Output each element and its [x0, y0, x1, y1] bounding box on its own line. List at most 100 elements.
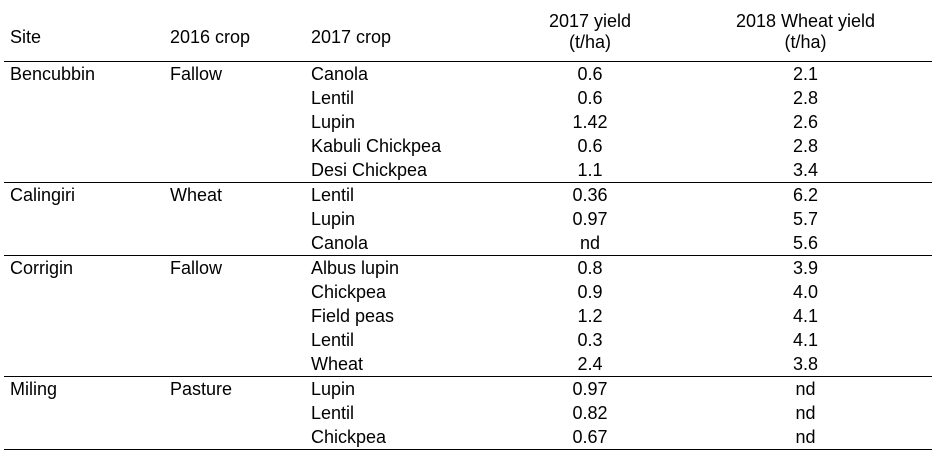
yield-2017-cell: nd: [579, 233, 601, 253]
site-cell: Miling: [10, 379, 58, 399]
table-row: Miling Pasture Lupin 0.97 nd: [4, 377, 932, 402]
yield-2017-cell: 0.97: [572, 379, 608, 399]
yield-2017-cell: 2.4: [577, 354, 603, 374]
yield-2018-cell: nd: [795, 379, 816, 399]
yield-2017-cell: 0.82: [572, 403, 608, 423]
crop-2017-cell: Kabuli Chickpea: [311, 136, 442, 156]
site-cell: [4, 280, 164, 304]
table-header: Site 2016 crop 2017 crop 2017 yield (t/h…: [4, 3, 932, 62]
header-2018-wheat-yield: 2018 Wheat yield (t/ha): [679, 3, 932, 62]
yield-2018-cell: 3.8: [792, 354, 819, 374]
site-group: Bencubbin Fallow Canola 0.6 2.1 Lentil 0.6 2.8 L…: [4, 62, 932, 183]
crop-2017-cell: Field peas: [311, 306, 395, 326]
crop-2017-cell: Canola: [311, 64, 369, 84]
yield-2018-cell: 3.9: [792, 258, 819, 278]
table-row: Field peas 1.2 4.1: [4, 304, 932, 328]
site-cell: [4, 401, 164, 425]
site-cell: Calingiri: [10, 185, 76, 205]
table-row: Chickpea 0.67 nd: [4, 425, 932, 450]
site-cell: [4, 352, 164, 377]
header-2018-yield-unit: (t/ha): [784, 32, 827, 52]
yield-2018-cell: 5.7: [792, 209, 819, 229]
site-cell: [4, 110, 164, 134]
crop-2017-cell: Lentil: [311, 185, 355, 205]
header-2017-yield: 2017 yield (t/ha): [501, 3, 679, 62]
crop-2016-cell: Wheat: [170, 185, 223, 205]
crop-2017-cell: Chickpea: [311, 427, 387, 447]
yield-2017-cell: 1.42: [572, 112, 608, 132]
yield-2017-cell: 0.36: [572, 185, 608, 205]
table-row: Chickpea 0.9 4.0: [4, 280, 932, 304]
header-2017-yield-unit: (t/ha): [568, 32, 611, 52]
header-2016-crop: 2016 crop: [170, 26, 251, 47]
table-row: Calingiri Wheat Lentil 0.36 6.2: [4, 183, 932, 208]
yield-2018-cell: 4.1: [792, 306, 819, 326]
site-cell: [4, 158, 164, 183]
crop-2017-cell: Desi Chickpea: [311, 160, 428, 180]
yield-2017-cell: 0.6: [577, 64, 603, 84]
crop-2017-cell: Lupin: [311, 379, 356, 399]
crop-2016-cell: [164, 304, 305, 328]
crop-2017-cell: Lentil: [311, 403, 355, 423]
yield-2017-cell: 0.3: [577, 330, 603, 350]
table-row: Lentil 0.82 nd: [4, 401, 932, 425]
crop-2017-cell: Lupin: [311, 209, 356, 229]
header-site: Site: [10, 26, 42, 47]
header-2017-crop: 2017 crop: [311, 26, 392, 47]
crop-2016-cell: [164, 280, 305, 304]
crop-2016-cell: [164, 86, 305, 110]
yield-2017-cell: 1.1: [577, 160, 603, 180]
yield-2018-cell: 3.4: [792, 160, 819, 180]
crop-2017-cell: Lentil: [311, 330, 355, 350]
table-row: Desi Chickpea 1.1 3.4: [4, 158, 932, 183]
table-row: Lentil 0.3 4.1: [4, 328, 932, 352]
site-group: Corrigin Fallow Albus lupin 0.8 3.9 Chickpea 0…: [4, 256, 932, 377]
yield-2018-cell: 2.6: [792, 112, 819, 132]
yield-2017-cell: 0.8: [577, 258, 603, 278]
yield-2017-cell: 0.97: [572, 209, 608, 229]
site-group: Calingiri Wheat Lentil 0.36 6.2 Lupin 0.97 5.7 C…: [4, 183, 932, 256]
yield-2018-cell: nd: [795, 403, 816, 423]
table-row: Kabuli Chickpea 0.6 2.8: [4, 134, 932, 158]
crop-2016-cell: Fallow: [170, 64, 223, 84]
yield-2018-cell: 4.0: [792, 282, 819, 302]
crop-2017-cell: Lupin: [311, 112, 356, 132]
site-cell: [4, 134, 164, 158]
header-2018-yield-label: 2018 Wheat yield: [735, 11, 876, 31]
yield-2017-cell: 0.6: [577, 88, 603, 108]
crop-2016-cell: [164, 401, 305, 425]
site-cell: [4, 304, 164, 328]
yield-2018-cell: 2.8: [792, 88, 819, 108]
yield-2018-cell: 6.2: [792, 185, 819, 205]
header-row: Site 2016 crop 2017 crop 2017 yield (t/h…: [4, 3, 932, 62]
yield-2018-cell: 5.6: [792, 233, 819, 253]
crop-2017-cell: Wheat: [311, 354, 364, 374]
crop-2016-cell: [164, 425, 305, 450]
site-cell: [4, 231, 164, 256]
crop-2016-cell: Pasture: [170, 379, 233, 399]
site-cell: [4, 86, 164, 110]
yield-2018-cell: 2.1: [792, 64, 819, 84]
table-row: Corrigin Fallow Albus lupin 0.8 3.9: [4, 256, 932, 281]
yield-2018-cell: nd: [795, 427, 816, 447]
table-row: Lentil 0.6 2.8: [4, 86, 932, 110]
crop-2017-cell: Canola: [311, 233, 369, 253]
site-group: Miling Pasture Lupin 0.97 nd Lentil 0.82 nd Chic…: [4, 377, 932, 450]
yield-2018-cell: 2.8: [792, 136, 819, 156]
crop-2016-cell: [164, 352, 305, 377]
crop-2016-cell: [164, 207, 305, 231]
site-cell: [4, 425, 164, 450]
yield-2017-cell: 0.67: [572, 427, 608, 447]
site-cell: [4, 207, 164, 231]
table-row: Canola nd 5.6: [4, 231, 932, 256]
yield-2017-cell: 0.9: [577, 282, 603, 302]
yield-2018-cell: 4.1: [792, 330, 819, 350]
header-2017-yield-label: 2017 yield: [548, 11, 632, 31]
site-cell: Bencubbin: [10, 64, 96, 84]
crop-2017-cell: Albus lupin: [311, 258, 400, 278]
table-row: Lupin 0.97 5.7: [4, 207, 932, 231]
site-cell: Corrigin: [10, 258, 74, 278]
yield-table: Site 2016 crop 2017 crop 2017 yield (t/h…: [4, 3, 932, 450]
crop-2016-cell: [164, 231, 305, 256]
crop-2016-cell: [164, 158, 305, 183]
